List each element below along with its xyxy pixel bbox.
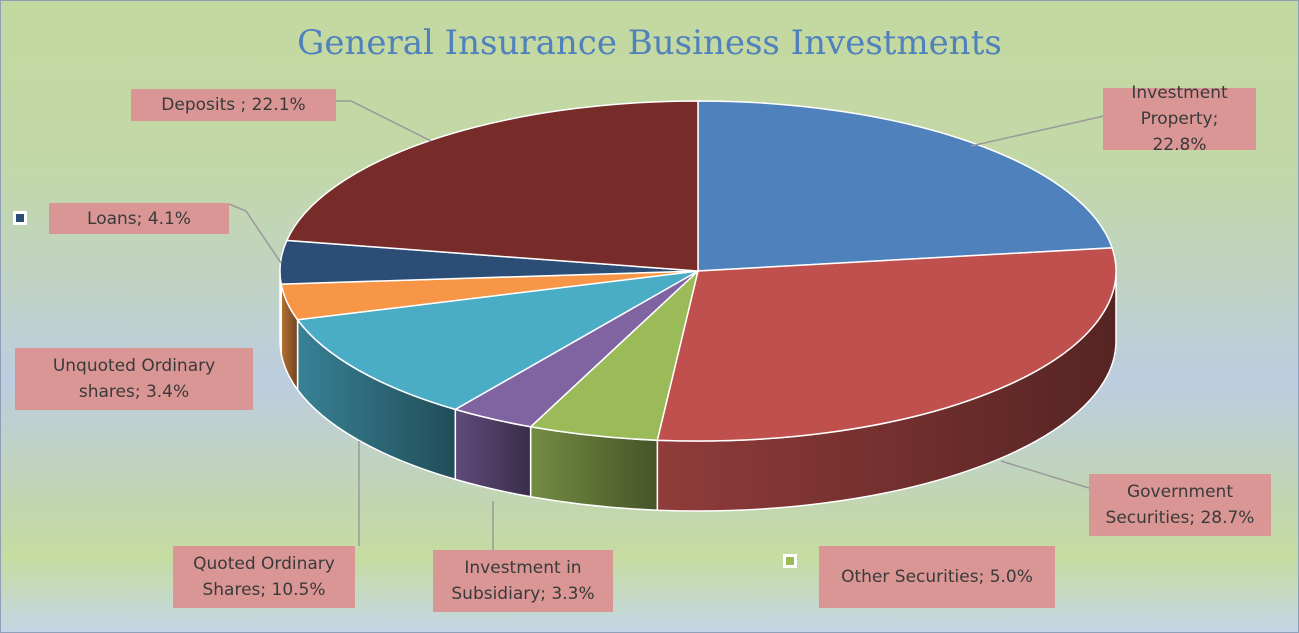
pie-slice (656, 247, 1117, 442)
legend-swatch (16, 214, 24, 222)
data-label-box: Investment in Subsidiary; 3.3% (433, 550, 613, 612)
legend-swatch (786, 557, 794, 565)
leader-line (336, 100, 432, 142)
pie-slice (285, 100, 699, 272)
data-label: Other Securities; 5.0% (841, 567, 1033, 587)
data-label: Quoted Ordinary Shares; 10.5% (193, 554, 335, 600)
data-label-box: Unquoted Ordinary shares; 3.4% (15, 348, 253, 410)
data-label-box: Other Securities; 5.0% (783, 546, 1055, 608)
leader-line (228, 203, 282, 264)
chart-title: General Insurance Business Investments (297, 23, 1002, 63)
data-label-box: Investment Property; 22.8% (1103, 83, 1256, 155)
legend-key (783, 554, 797, 568)
pie-slice (296, 270, 699, 411)
data-label: Investment in Subsidiary; 3.3% (451, 558, 595, 604)
data-label: Loans; 4.1% (87, 208, 191, 229)
data-label: Deposits ; 22.1% (161, 95, 306, 115)
leader-line (970, 115, 1105, 147)
data-label: Investment Property; 22.8% (1131, 83, 1228, 155)
data-label-box: Quoted Ordinary Shares; 10.5% (173, 546, 355, 608)
pie-slice (697, 100, 1114, 272)
data-label: Government Securities; 28.7% (1105, 482, 1255, 528)
data-label: Unquoted Ordinary shares; 3.4% (52, 356, 216, 402)
data-label-box: Loans; 4.1% (13, 203, 229, 234)
data-label-box: Deposits ; 22.1% (131, 89, 336, 121)
data-label-box: Government Securities; 28.7% (1089, 474, 1271, 536)
leader-line (1000, 460, 1090, 489)
legend-key (13, 211, 27, 225)
